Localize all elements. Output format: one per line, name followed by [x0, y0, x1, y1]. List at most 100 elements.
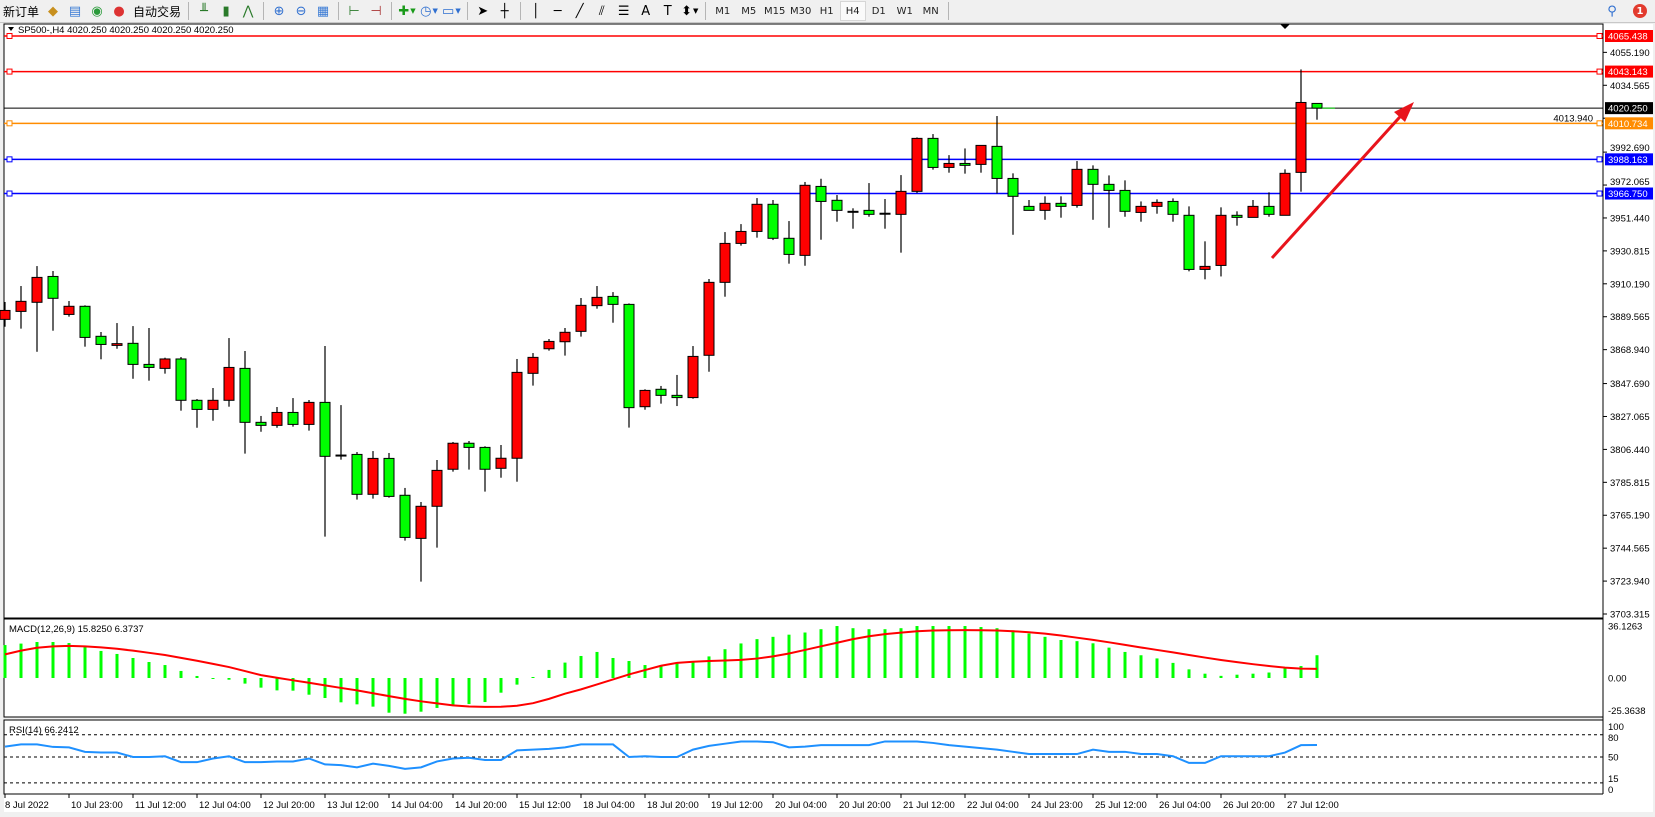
- bullish-candle[interactable]: [303, 401, 315, 425]
- trend-arrow[interactable]: [1270, 106, 1410, 260]
- bullish-candle[interactable]: [207, 399, 219, 410]
- bullish-candle[interactable]: [799, 184, 811, 256]
- bearish-candle[interactable]: [671, 394, 683, 399]
- bearish-candle[interactable]: [399, 494, 411, 538]
- fibonacci-icon[interactable]: ☰: [617, 3, 630, 19]
- line-handle[interactable]: [6, 156, 13, 163]
- indicators-icon[interactable]: ✚ ▼: [398, 3, 416, 19]
- bearish-candle[interactable]: [1103, 183, 1115, 191]
- text-tool-button[interactable]: A: [641, 3, 651, 19]
- new-order-button[interactable]: 新订单: [3, 4, 40, 19]
- bullish-candle[interactable]: [367, 457, 379, 495]
- search-icon[interactable]: ⚲: [1607, 3, 1617, 19]
- line-handle[interactable]: [1596, 68, 1603, 75]
- timeframe-w1[interactable]: W1: [896, 5, 913, 17]
- timeframe-m30[interactable]: M30: [790, 5, 812, 17]
- market-watch-icon[interactable]: ▤: [68, 3, 82, 19]
- bearish-candle[interactable]: [287, 411, 299, 425]
- bullish-candle[interactable]: [975, 144, 987, 165]
- bearish-candle[interactable]: [1055, 202, 1067, 207]
- bullish-candle[interactable]: [447, 442, 459, 470]
- bearish-candle[interactable]: [815, 185, 827, 202]
- bearish-candle[interactable]: [1087, 168, 1099, 185]
- cursor-icon[interactable]: ➤: [477, 3, 489, 19]
- bearish-candle[interactable]: [1007, 177, 1019, 197]
- bullish-candle[interactable]: [63, 305, 75, 315]
- bearish-candle[interactable]: [1119, 189, 1131, 212]
- bearish-candle[interactable]: [623, 303, 635, 409]
- bearish-candle[interactable]: [959, 162, 971, 166]
- bearish-candle[interactable]: [879, 212, 891, 215]
- bearish-candle[interactable]: [1023, 205, 1035, 211]
- bearish-candle[interactable]: [463, 442, 475, 448]
- auto-trading-icon[interactable]: ●: [113, 3, 125, 19]
- line-handle[interactable]: [1596, 33, 1603, 39]
- bullish-candle[interactable]: [271, 411, 283, 426]
- bearish-candle[interactable]: [127, 342, 139, 365]
- bullish-candle[interactable]: [703, 281, 715, 356]
- chart-shift-icon[interactable]: ⊣: [370, 3, 382, 19]
- line-handle[interactable]: [6, 33, 13, 39]
- line-handle[interactable]: [1596, 156, 1603, 163]
- bearish-candle[interactable]: [191, 399, 203, 410]
- equidistant-channel-icon[interactable]: ⫽: [598, 3, 605, 19]
- bearish-candle[interactable]: [79, 305, 91, 338]
- bullish-candle[interactable]: [415, 505, 427, 539]
- bearish-candle[interactable]: [143, 363, 155, 368]
- bearish-candle[interactable]: [255, 421, 267, 426]
- bearish-candle[interactable]: [847, 210, 859, 213]
- bullish-candle[interactable]: [0, 309, 11, 320]
- timeframe-m15[interactable]: M15: [764, 5, 786, 17]
- collapse-triangle-icon[interactable]: [8, 27, 14, 31]
- vertical-line-icon[interactable]: │: [531, 3, 540, 19]
- bearish-candle[interactable]: [927, 137, 939, 168]
- timeframe-m5[interactable]: M5: [741, 5, 757, 17]
- bearish-candle[interactable]: [95, 335, 107, 345]
- bullish-candle[interactable]: [591, 296, 603, 307]
- bullish-candle[interactable]: [495, 457, 507, 469]
- bearish-candle[interactable]: [831, 199, 843, 211]
- main-panel[interactable]: [3, 23, 1604, 619]
- bearish-candle[interactable]: [479, 446, 491, 470]
- metaeditor-icon[interactable]: ◆: [48, 3, 59, 19]
- arrows-icon[interactable]: ⬍ ▼: [681, 3, 699, 19]
- bullish-candle[interactable]: [527, 356, 539, 374]
- notification-badge[interactable]: 1: [1633, 4, 1647, 18]
- bullish-candle[interactable]: [223, 366, 235, 401]
- bearish-candle[interactable]: [1231, 214, 1243, 218]
- timeframe-d1[interactable]: D1: [871, 5, 886, 17]
- chart-shift-marker-icon[interactable]: [1280, 24, 1290, 29]
- crosshair-icon[interactable]: ┼: [500, 3, 509, 19]
- line-chart-icon[interactable]: ⋀: [242, 3, 254, 19]
- text-label-icon[interactable]: T: [663, 3, 672, 19]
- line-handle[interactable]: [6, 68, 13, 75]
- zoom-out-icon[interactable]: ⊖: [295, 3, 307, 19]
- bullish-candle[interactable]: [1215, 214, 1227, 266]
- auto-scroll-icon[interactable]: ⊢: [348, 3, 360, 19]
- bullish-candle[interactable]: [719, 242, 731, 283]
- bearish-candle[interactable]: [1183, 214, 1195, 270]
- bullish-candle[interactable]: [559, 331, 571, 343]
- bearish-candle[interactable]: [175, 358, 187, 401]
- line-handle[interactable]: [1596, 190, 1603, 197]
- bullish-candle[interactable]: [735, 230, 747, 244]
- bearish-candle[interactable]: [863, 209, 875, 215]
- horizontal-line-icon[interactable]: ─: [553, 3, 562, 19]
- time-axis[interactable]: [4, 794, 1603, 812]
- bullish-candle[interactable]: [687, 355, 699, 399]
- bullish-candle[interactable]: [31, 276, 43, 303]
- bullish-candle[interactable]: [1247, 205, 1259, 218]
- bullish-candle[interactable]: [751, 203, 763, 232]
- bullish-candle[interactable]: [1039, 202, 1051, 211]
- bearish-candle[interactable]: [239, 367, 251, 423]
- bullish-candle[interactable]: [575, 304, 587, 332]
- line-handle[interactable]: [6, 120, 13, 127]
- bearish-candle[interactable]: [783, 237, 795, 255]
- bullish-candle[interactable]: [1199, 265, 1211, 270]
- bearish-candle[interactable]: [607, 295, 619, 305]
- bullish-candle[interactable]: [15, 300, 27, 312]
- bullish-candle[interactable]: [111, 343, 123, 346]
- bullish-candle[interactable]: [1135, 205, 1147, 213]
- trendline-icon[interactable]: ╱: [575, 3, 584, 19]
